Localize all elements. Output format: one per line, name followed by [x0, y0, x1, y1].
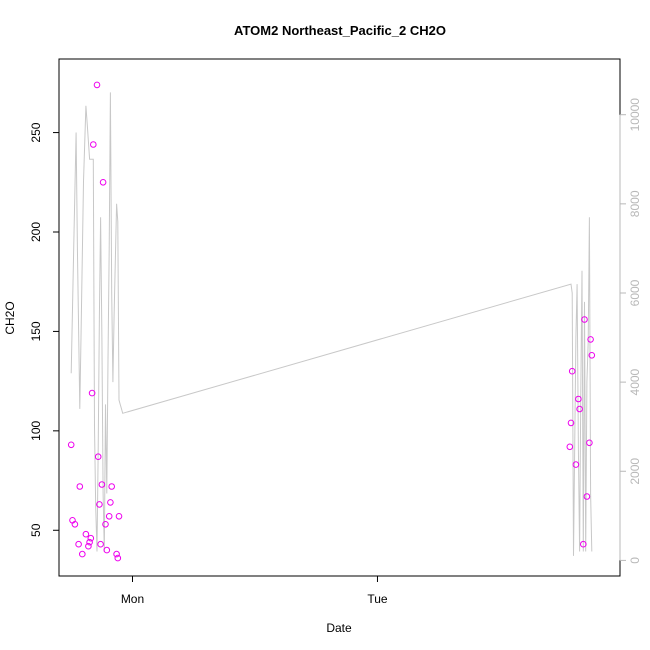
y2-tick-label: 8000	[628, 190, 642, 217]
y2-tick-label: 0	[628, 557, 642, 564]
data-point	[97, 540, 104, 548]
series-line	[70, 92, 593, 556]
data-point	[576, 405, 583, 413]
data-point	[67, 441, 75, 449]
data-point	[99, 179, 107, 186]
y-tick-label: 100	[29, 421, 43, 441]
data-point	[115, 513, 123, 520]
y-axis-left: 50 100 150 200 250	[29, 122, 60, 537]
y-tick-label: 200	[29, 222, 43, 242]
data-point	[98, 481, 106, 488]
data-point	[566, 443, 574, 451]
data-point	[105, 513, 113, 520]
y2-tick-label: 6000	[628, 279, 642, 306]
data-point	[567, 419, 575, 427]
data-point	[581, 316, 588, 323]
x-tick-label: Tue	[367, 592, 388, 606]
y-axis-label: CH2O	[3, 301, 17, 334]
data-point	[586, 439, 593, 447]
data-point	[79, 550, 86, 558]
data-point	[113, 550, 120, 558]
point-series	[67, 81, 596, 562]
y2-tick-label: 10000	[628, 98, 642, 132]
data-point	[568, 367, 576, 375]
data-point	[103, 546, 111, 554]
data-point	[88, 389, 96, 397]
y2-tick-label: 4000	[628, 368, 642, 395]
data-point	[85, 542, 92, 550]
data-point	[94, 453, 102, 461]
x-tick-label: Mon	[121, 592, 144, 606]
data-point	[588, 352, 596, 359]
plot-frame	[58, 58, 621, 577]
line-series	[70, 92, 593, 556]
data-point	[90, 141, 97, 148]
data-point	[71, 521, 79, 528]
data-point	[76, 483, 84, 490]
data-point	[587, 336, 594, 343]
data-point	[108, 483, 115, 490]
data-point	[114, 554, 122, 562]
data-point	[572, 461, 580, 468]
data-point	[93, 81, 101, 89]
data-point	[107, 499, 114, 506]
y2-tick-label: 2000	[628, 458, 642, 485]
data-point	[580, 540, 587, 548]
y-tick-label: 50	[29, 523, 43, 537]
x-axis: Mon Tue	[121, 575, 388, 606]
y-axis-right: 0 2000 4000 6000 8000 10000	[619, 98, 642, 564]
data-point	[75, 540, 82, 548]
data-point	[86, 538, 93, 546]
y-tick-label: 250	[29, 122, 43, 142]
data-point	[82, 530, 90, 538]
data-point	[96, 501, 103, 508]
data-point	[87, 534, 95, 542]
x-axis-label: Date	[326, 621, 352, 635]
data-point	[583, 493, 591, 500]
data-point	[102, 521, 109, 528]
chart-title: ATOM2 Northeast_Pacific_2 CH2O	[234, 23, 446, 38]
y-tick-label: 150	[29, 321, 43, 341]
data-point	[575, 395, 582, 403]
